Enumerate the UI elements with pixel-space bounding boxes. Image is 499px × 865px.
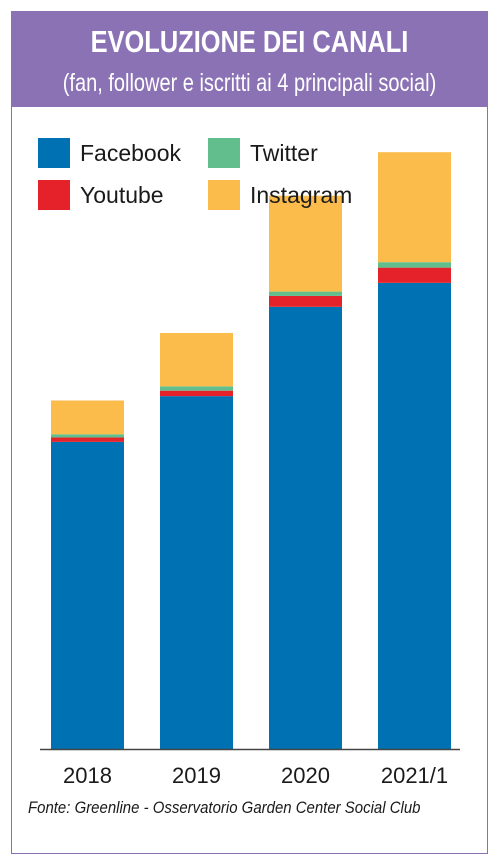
chart-header: EVOLUZIONE DEI CANALI (fan, follower e i… bbox=[11, 11, 488, 107]
legend-label-twitter: Twitter bbox=[250, 140, 318, 166]
bar-instagram-2019 bbox=[160, 332, 233, 387]
x-tick-label-2019: 2019 bbox=[172, 763, 221, 788]
x-tick-label-2020: 2020 bbox=[281, 763, 330, 788]
legend-label-youtube: Youtube bbox=[80, 182, 164, 208]
bar-twitter-2019 bbox=[160, 386, 233, 391]
bar-twitter-2018 bbox=[51, 434, 124, 438]
bar-instagram-2021-1 bbox=[378, 152, 451, 263]
bar-facebook-2018 bbox=[51, 441, 124, 749]
legend-label-instagram: Instagram bbox=[250, 182, 352, 208]
bar-instagram-2020 bbox=[269, 195, 342, 292]
bar-facebook-2020 bbox=[269, 306, 342, 749]
bar-instagram-2018 bbox=[51, 400, 124, 435]
chart-title: EVOLUZIONE DEI CANALI bbox=[90, 24, 409, 59]
bar-youtube-2020 bbox=[269, 295, 342, 307]
x-tick-label-2018: 2018 bbox=[63, 763, 112, 788]
bar-youtube-2021-1 bbox=[378, 267, 451, 283]
chart-subtitle: (fan, follower e iscritti ai 4 principal… bbox=[62, 69, 437, 97]
legend-swatch-facebook bbox=[38, 138, 70, 168]
legend-swatch-instagram bbox=[208, 180, 240, 210]
x-tick-label-2021-1: 2021/1 bbox=[381, 763, 448, 788]
bar-twitter-2020 bbox=[269, 291, 342, 296]
legend-swatch-twitter bbox=[208, 138, 240, 168]
bar-youtube-2018 bbox=[51, 437, 124, 442]
legend-label-facebook: Facebook bbox=[80, 140, 182, 166]
legend-swatch-youtube bbox=[38, 180, 70, 210]
source-note: Fonte: Greenline - Osservatorio Garden C… bbox=[28, 798, 421, 817]
bar-facebook-2019 bbox=[160, 396, 233, 749]
bar-twitter-2021-1 bbox=[378, 262, 451, 268]
bar-youtube-2019 bbox=[160, 390, 233, 397]
bar-facebook-2021-1 bbox=[378, 282, 451, 749]
